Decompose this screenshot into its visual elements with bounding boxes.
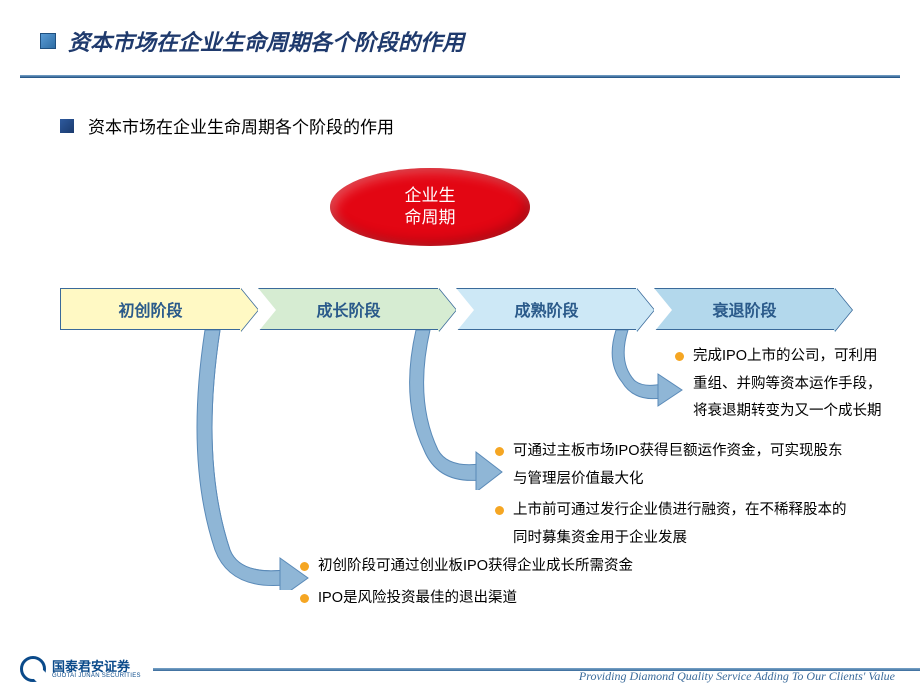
footer-brand: 国泰君安证券 GUOTAI JUNAN SECURITIES <box>0 656 141 682</box>
arrow-stage2-down <box>190 330 330 590</box>
chevron-label: 初创阶段 <box>118 297 182 321</box>
subtitle-row: 资本市场在企业生命周期各个阶段的作用 <box>60 113 920 138</box>
chevron-stage-2: 成长阶段 <box>258 288 438 330</box>
chevron-label: 衰退阶段 <box>712 297 776 321</box>
footer-tagline: Providing Diamond Quality Service Adding… <box>579 669 895 684</box>
subtitle-text: 资本市场在企业生命周期各个阶段的作用 <box>88 113 394 138</box>
stage-chevron-row: 初创阶段 成长阶段 成熟阶段 衰退阶段 <box>60 288 852 330</box>
slide-footer: 国泰君安证券 GUOTAI JUNAN SECURITIES Providing… <box>0 648 920 690</box>
bullet-item: 上市前可通过发行企业债进行融资，在不稀释股本的同时募集资金用于企业发展 <box>495 497 855 552</box>
brand-text: 国泰君安证券 GUOTAI JUNAN SECURITIES <box>52 660 141 679</box>
lifecycle-diagram: 企业生 命周期 初创阶段 成长阶段 成熟阶段 衰退阶段 完成IPO上市的公司，可… <box>40 168 880 598</box>
bullet-item: 完成IPO上市的公司，可利用重组、并购等资本运作手段，将衰退期转变为又一个成长期 <box>675 343 890 426</box>
chevron-stage-3: 成熟阶段 <box>456 288 636 330</box>
bullet-item: 初创阶段可通过创业板IPO获得企业成长所需资金 <box>300 553 740 581</box>
slide-title: 资本市场在企业生命周期各个阶段的作用 <box>68 25 464 57</box>
brand-name-en: GUOTAI JUNAN SECURITIES <box>52 673 141 679</box>
brand-name-cn: 国泰君安证券 <box>52 660 141 673</box>
header-marker-icon <box>40 33 56 49</box>
bullet-group-mature: 可通过主板市场IPO获得巨额运作资金，可实现股东与管理层价值最大化 上市前可通过… <box>495 438 855 556</box>
bullet-item: IPO是风险投资最佳的退出渠道 <box>300 585 740 613</box>
brand-logo-icon <box>20 656 46 682</box>
ellipse-label: 企业生 命周期 <box>405 185 456 229</box>
slide-header: 资本市场在企业生命周期各个阶段的作用 <box>0 0 920 67</box>
lifecycle-ellipse: 企业生 命周期 <box>330 168 530 246</box>
bullet-group-decline: 完成IPO上市的公司，可利用重组、并购等资本运作手段，将衰退期转变为又一个成长期 <box>675 343 890 430</box>
header-divider <box>20 75 900 78</box>
chevron-stage-4: 衰退阶段 <box>654 288 834 330</box>
bullet-group-startup: 初创阶段可通过创业板IPO获得企业成长所需资金 IPO是风险投资最佳的退出渠道 <box>300 553 740 616</box>
chevron-label: 成长阶段 <box>316 297 380 321</box>
subtitle-marker-icon <box>60 119 74 133</box>
chevron-stage-1: 初创阶段 <box>60 288 240 330</box>
chevron-label: 成熟阶段 <box>514 297 578 321</box>
bullet-item: 可通过主板市场IPO获得巨额运作资金，可实现股东与管理层价值最大化 <box>495 438 855 493</box>
